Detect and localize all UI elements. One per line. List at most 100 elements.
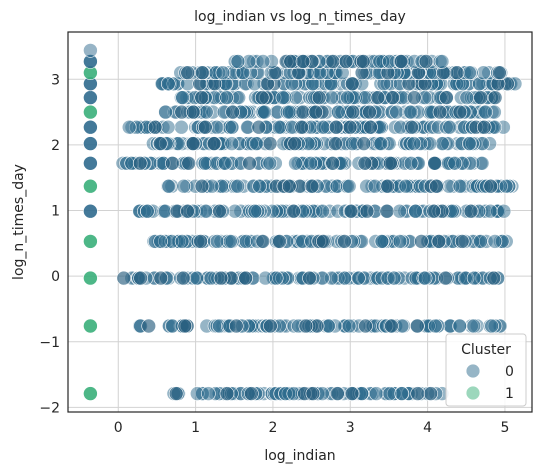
data-point-cluster-0 [247,203,263,219]
data-point-cluster-0 [427,318,443,334]
data-point-cluster-0 [325,156,341,171]
chart-title: log_indian vs log_n_times_day [194,9,406,25]
data-point-cluster-0 [337,270,352,286]
y-axis-ticks: −2 −1 0 1 2 3 [39,72,60,416]
data-point-cluster-0 [121,119,137,135]
data-point-cluster-0 [380,178,395,194]
data-point-cluster-0 [459,90,475,105]
data-point-cluster-0 [198,203,213,219]
data-point-cluster-0 [242,156,257,171]
data-point-cluster-0 [473,90,488,105]
data-point-cluster-0 [417,270,433,286]
data-point-cluster-0 [315,203,330,219]
data-point-cluster-0 [463,203,479,219]
data-point-cluster-0 [406,136,422,151]
data-point-cluster-0 [249,136,264,151]
data-point-cluster-0 [244,386,259,401]
data-point-cluster-0 [373,136,389,151]
data-point-cluster-0 [466,318,482,334]
data-point-cluster-0 [219,386,235,401]
data-point-cluster-0 [189,270,204,286]
data-point-cluster-0 [224,136,240,151]
data-point-cluster-0 [175,90,190,105]
data-point-cluster-0 [418,54,434,69]
data-point-cluster-0 [384,318,399,334]
data-point-cluster-0 [275,90,291,105]
data-point-cluster-0 [209,234,225,249]
data-point-cluster-0 [438,270,453,286]
data-point-cluster-0 [404,119,419,135]
data-point-cluster-0 [393,54,409,69]
data-point-cluster-0 [225,104,240,120]
data-point-cluster-0 [206,136,222,151]
data-point-cluster-0 [304,178,320,194]
data-points [83,43,523,401]
data-point-cluster-0 [394,386,410,401]
data-point-cluster-0 [426,203,442,219]
data-point-cluster-0 [164,318,180,334]
data-point-cluster-0 [461,136,477,151]
data-point-cluster-0 [328,136,343,151]
data-point-cluster-0 [410,386,426,401]
data-point-cluster-0 [454,234,470,249]
data-point-cluster-0 [343,203,359,219]
data-point-cluster-0 [423,386,439,401]
data-point-cluster-1 [83,318,98,334]
data-point-cluster-0 [330,104,346,120]
data-point-cluster-0 [180,203,195,219]
data-point-cluster-0 [385,90,401,105]
data-point-cluster-0 [281,104,297,120]
data-point-cluster-0 [141,318,156,334]
data-point-cluster-0 [181,156,196,171]
x-tick-label: 1 [191,420,200,436]
data-point-cluster-0 [176,178,191,194]
data-point-cluster-0 [262,156,278,171]
data-point-cluster-0 [466,270,482,286]
data-point-cluster-1 [83,178,98,194]
data-point-cluster-0 [492,65,507,80]
data-point-cluster-0 [263,318,278,334]
data-point-cluster-0 [230,178,245,194]
data-point-cluster-0 [341,178,357,194]
data-point-cluster-1 [83,43,98,58]
data-point-cluster-0 [379,203,395,219]
data-point-cluster-0 [434,54,450,69]
data-point-cluster-0 [295,104,311,120]
data-point-cluster-0 [186,104,201,120]
data-point-cluster-1 [83,386,98,401]
data-point-cluster-0 [403,104,419,120]
data-point-cluster-0 [330,386,345,401]
data-point-cluster-0 [403,156,419,171]
data-point-cluster-0 [161,76,176,92]
y-tick-label: −2 [39,400,60,416]
data-point-cluster-0 [351,270,366,286]
data-point-cluster-0 [286,203,301,219]
data-point-cluster-0 [174,119,189,135]
data-point-cluster-0 [199,104,214,120]
data-point-cluster-0 [201,386,216,401]
data-point-cluster-0 [358,318,373,334]
data-point-cluster-0 [254,90,270,105]
data-point-cluster-0 [427,156,443,171]
legend-title: Cluster [461,342,511,358]
data-point-cluster-0 [498,178,514,194]
data-point-cluster-0 [132,156,148,171]
legend-label-cluster-0: 0 [505,364,514,380]
data-point-cluster-0 [392,203,407,219]
data-point-cluster-0 [255,234,271,249]
data-point-cluster-1 [83,203,98,219]
legend-label-cluster-1: 1 [505,386,514,402]
x-axis-label: log_indian [264,448,335,464]
data-point-cluster-0 [462,65,477,80]
y-tick-label: −1 [39,335,60,351]
data-point-cluster-0 [287,136,303,151]
data-point-cluster-1 [83,270,98,286]
data-point-cluster-0 [168,386,184,401]
data-point-cluster-0 [338,54,354,69]
data-point-cluster-0 [359,203,375,219]
data-point-cluster-0 [251,119,267,135]
data-point-cluster-0 [392,234,408,249]
data-point-cluster-0 [302,270,317,286]
data-point-cluster-0 [298,318,314,334]
